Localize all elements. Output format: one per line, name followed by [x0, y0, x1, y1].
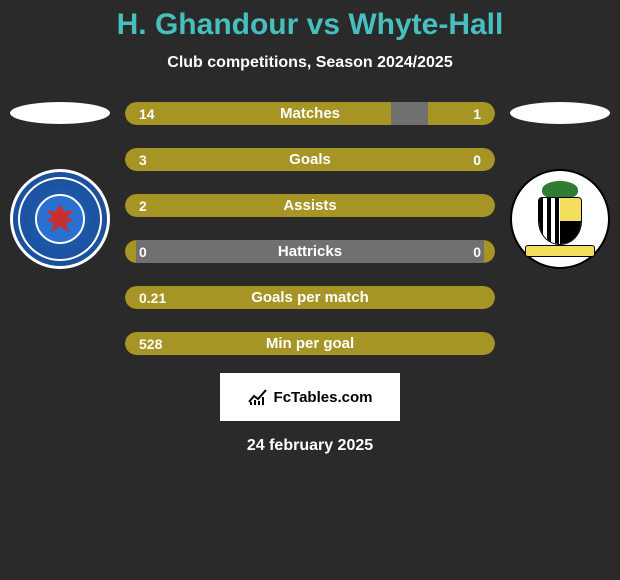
watermark: FcTables.com: [220, 373, 400, 421]
subtitle: Club competitions, Season 2024/2025: [0, 54, 620, 72]
shield-icon: [538, 197, 582, 245]
club-badge-solihull: [510, 169, 610, 269]
ribbon-icon: [525, 245, 595, 257]
stat-row: 14Matches1: [125, 102, 495, 125]
stat-value-right: 0: [473, 152, 481, 168]
badge-inner-icon: [35, 194, 85, 244]
stat-value-right: 1: [473, 106, 481, 122]
stat-value-right: 0: [473, 244, 481, 260]
stat-row: 0.21Goals per match: [125, 286, 495, 309]
stat-label: Assists: [125, 197, 495, 214]
stat-label: Goals: [125, 151, 495, 168]
date-label: 24 february 2025: [0, 437, 620, 455]
stat-row: 3Goals0: [125, 148, 495, 171]
stat-label: Goals per match: [125, 289, 495, 306]
comparison-infographic: H. Ghandour vs Whyte-Hall Club competiti…: [0, 0, 620, 455]
club-badge-aldershot: [10, 169, 110, 269]
stat-label: Matches: [125, 105, 495, 122]
stat-row: 2Assists: [125, 194, 495, 217]
stats-bars: 14Matches13Goals02Assists0Hattricks00.21…: [125, 102, 495, 355]
player-photo-placeholder-left: [10, 102, 110, 124]
comparison-area: 14Matches13Goals02Assists0Hattricks00.21…: [0, 102, 620, 355]
player-left-column: [10, 102, 110, 269]
stat-label: Min per goal: [125, 335, 495, 352]
stat-label: Hattricks: [125, 243, 495, 260]
player-photo-placeholder-right: [510, 102, 610, 124]
stat-row: 528Min per goal: [125, 332, 495, 355]
stat-row: 0Hattricks0: [125, 240, 495, 263]
chart-icon: [248, 388, 268, 406]
player-right-column: [510, 102, 610, 269]
watermark-text: FcTables.com: [274, 389, 373, 406]
badge-inner-icon: [520, 179, 600, 259]
page-title: H. Ghandour vs Whyte-Hall: [0, 8, 620, 42]
